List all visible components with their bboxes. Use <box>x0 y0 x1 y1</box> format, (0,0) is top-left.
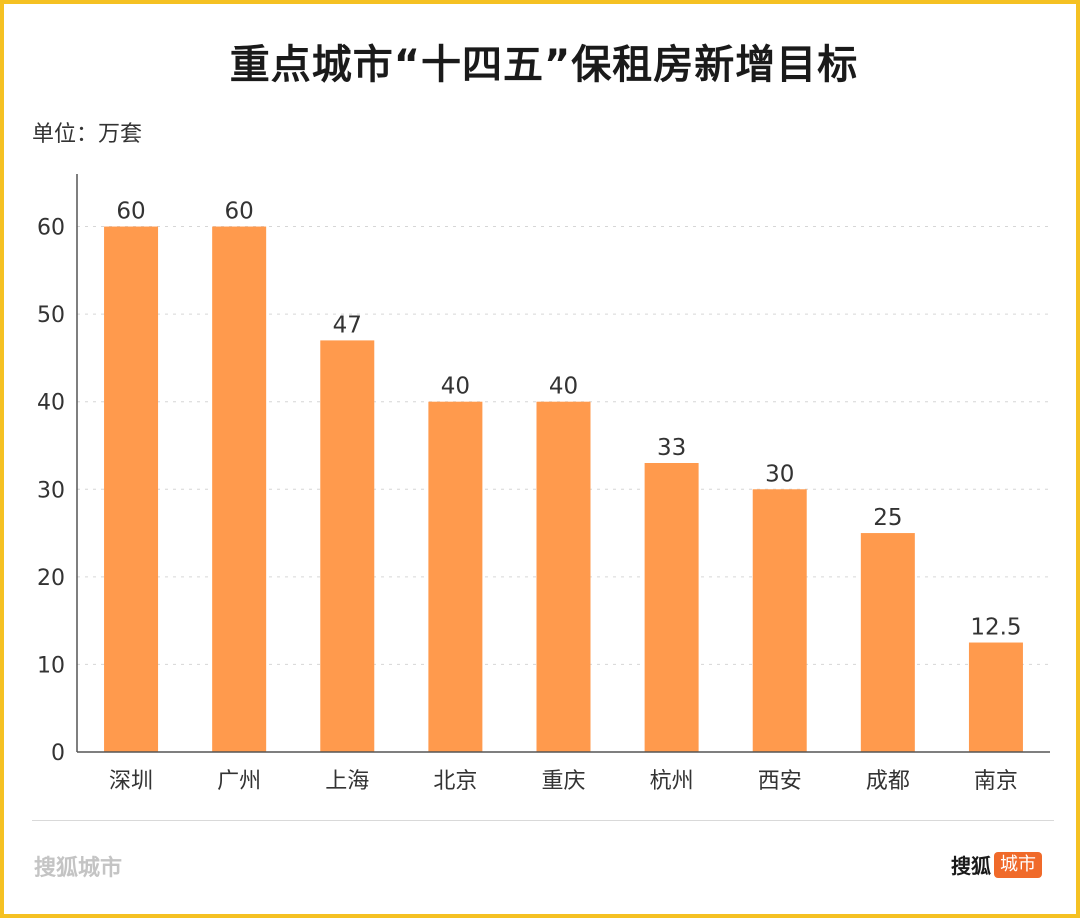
value-label: 25 <box>873 505 902 531</box>
bar-8 <box>860 533 915 752</box>
value-label: 40 <box>549 374 578 400</box>
unit-label: 单位：万套 <box>32 122 143 147</box>
value-label: 30 <box>765 461 794 487</box>
value-labels: 60 60 47 40 40 33 30 25 12.5 <box>116 199 1021 641</box>
value-label: 12.5 <box>970 615 1021 641</box>
y-tick-label: 30 <box>37 478 65 503</box>
x-tick-label: 北京 <box>433 769 477 794</box>
y-tick-label: 0 <box>51 741 65 766</box>
y-tick-label: 60 <box>37 216 65 241</box>
y-tick-label: 10 <box>37 653 65 678</box>
brand-name: 搜狐 <box>951 854 991 878</box>
value-label: 60 <box>225 199 254 225</box>
value-label: 33 <box>657 435 686 461</box>
brand-logo: 搜狐 城市 <box>951 850 1042 879</box>
bar-9 <box>968 642 1023 752</box>
x-tick-label: 上海 <box>325 769 369 794</box>
source-label: 搜狐城市 <box>34 856 123 881</box>
x-tick-label: 南京 <box>974 769 1018 794</box>
y-tick-label: 40 <box>37 391 65 416</box>
bar-4 <box>428 401 483 752</box>
x-tick-label: 杭州 <box>650 769 694 794</box>
y-tick-label: 50 <box>37 303 65 328</box>
bar-3 <box>320 340 375 752</box>
bar-2 <box>212 226 267 752</box>
value-label: 47 <box>333 312 362 338</box>
bar-7 <box>752 489 807 752</box>
bar-5 <box>536 401 591 752</box>
bar-1 <box>104 226 159 752</box>
value-label: 60 <box>116 199 145 225</box>
x-tick-label: 成都 <box>866 769 910 794</box>
x-tick-label: 重庆 <box>541 769 585 794</box>
brand-badge: 城市 <box>994 851 1042 878</box>
x-tick-label: 深圳 <box>109 769 153 794</box>
bar-chart: 60 60 47 40 40 33 30 25 12.5 0 10 20 30 40 50 60 深圳 广州 上海… <box>37 174 1050 794</box>
chart-title: 重点城市“十四五”保租房新增目标 <box>229 42 859 88</box>
x-tick-label: 西安 <box>758 769 802 794</box>
axes: 0 10 20 30 40 50 60 深圳 广州 上海 北京 重庆 杭州 西安 成都 南京 <box>37 174 1050 794</box>
y-tick-label: 20 <box>37 566 65 591</box>
bar-6 <box>644 463 699 752</box>
x-tick-label: 广州 <box>217 769 261 794</box>
value-label: 40 <box>441 374 470 400</box>
bars <box>104 226 1023 752</box>
footer-divider <box>32 820 1054 821</box>
